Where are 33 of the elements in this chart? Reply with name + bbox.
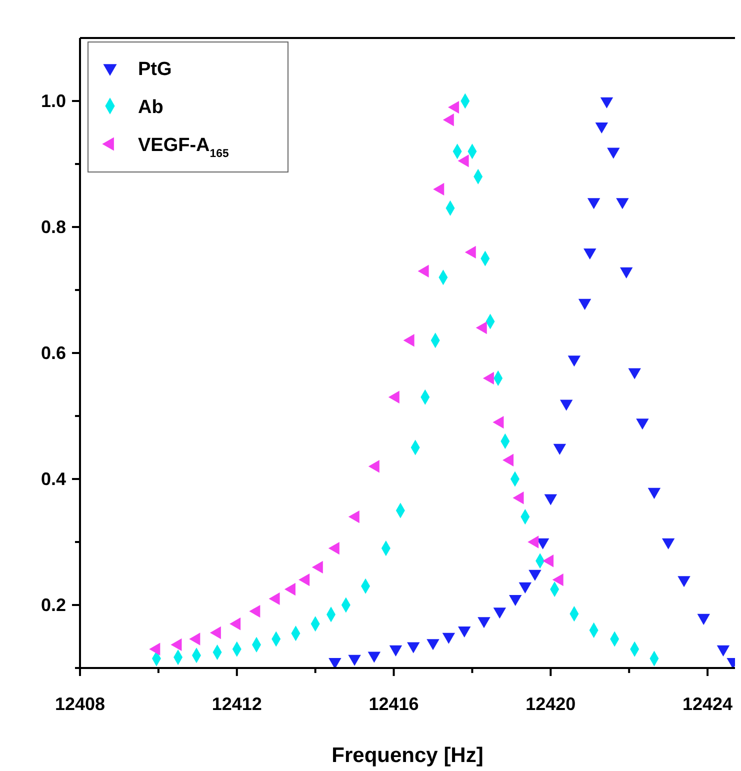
point [312, 560, 323, 574]
legend-label: VEGF-A$_{165}$ [138, 135, 230, 160]
legend-label: PtG [138, 59, 172, 80]
point [418, 264, 429, 278]
x-axis-title: Frequency [Hz] [332, 744, 484, 767]
x-tick-label: 12416 [368, 694, 419, 714]
point [268, 592, 280, 606]
legend-label: Ab [138, 97, 164, 118]
y-tick-label: 0.6 [40, 343, 66, 363]
point [284, 582, 296, 596]
x-tick-label: 12420 [526, 694, 576, 714]
x-tick-label: 12424 [682, 694, 733, 714]
point [210, 626, 221, 640]
y-tick-label: 0.8 [40, 217, 66, 237]
point [149, 642, 160, 656]
point [249, 604, 260, 618]
point [170, 638, 182, 652]
y-tick-label: 1.0 [40, 91, 66, 111]
y-tick-label: 0.4 [40, 469, 66, 489]
x-tick-label: 12412 [212, 694, 262, 714]
point [502, 454, 514, 466]
point [448, 100, 460, 114]
point [298, 573, 310, 586]
point [368, 460, 380, 473]
x-tick-label: 12408 [54, 694, 106, 714]
point [189, 632, 200, 646]
point [348, 510, 360, 524]
point [388, 390, 400, 404]
point [230, 618, 241, 630]
point [328, 542, 340, 555]
y-tick-label: 0.2 [40, 595, 66, 615]
point [403, 334, 414, 347]
point [433, 182, 444, 196]
